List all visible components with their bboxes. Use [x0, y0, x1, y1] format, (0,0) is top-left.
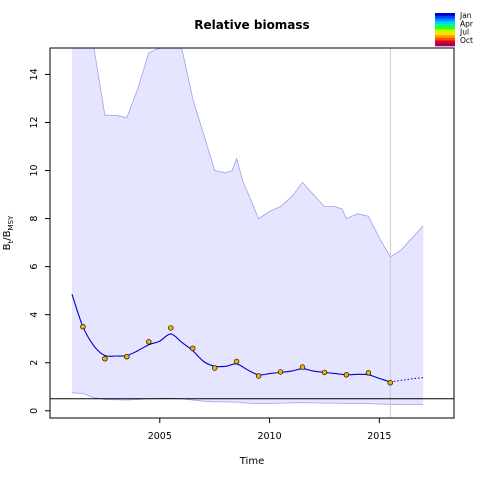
y-tick-label: 2: [29, 360, 40, 366]
y-tick-label: 4: [29, 312, 40, 318]
confidence-band-layer: [71, 47, 424, 405]
y-axis: 0 2 4 6 8 10 12 14: [29, 68, 50, 414]
y-tick-label: 10: [29, 164, 40, 176]
vertical-line-layer: [50, 48, 454, 418]
observation-point: [124, 354, 130, 360]
legend-color-swatch: [435, 35, 455, 39]
legend-color-swatch: [435, 13, 455, 17]
legend-month-label: Jul: [459, 28, 469, 37]
legend-color-swatch: [435, 43, 455, 47]
observation-point: [168, 325, 174, 331]
legend-month-label: Apr: [460, 19, 474, 28]
x-axis-label: Time: [239, 456, 264, 467]
legend-color-swatch: [435, 29, 455, 33]
confidence-band-lower-edge: [71, 392, 424, 405]
observation-points-layer: [80, 324, 393, 386]
legend-color-swatch: [435, 32, 455, 36]
x-tick-label: 2015: [367, 431, 391, 442]
y-tick-label: 14: [29, 68, 40, 80]
observation-point: [80, 324, 86, 330]
y-label-sub-t: t: [7, 240, 15, 243]
x-axis: 2005 2010 2015: [148, 418, 391, 442]
observation-point: [146, 339, 152, 345]
observation-point: [277, 369, 284, 375]
y-axis-label: Bt/BMSY: [2, 215, 15, 250]
legend-month-label: Jan: [459, 11, 472, 20]
legend-color-swatch: [435, 18, 455, 22]
y-label-mid: /B: [2, 230, 13, 240]
chart-title: Relative biomass: [194, 18, 309, 32]
legend-color-swatch: [435, 24, 455, 28]
legend-color-swatch: [435, 37, 455, 41]
observation-point: [212, 365, 218, 371]
observation-point: [190, 345, 196, 351]
observation-point: [102, 356, 108, 362]
observation-point: [255, 373, 262, 379]
y-label-sub-msy: MSY: [7, 215, 15, 230]
observation-point: [299, 364, 306, 370]
legend-color-swatch: [435, 40, 455, 44]
observation-point: [233, 358, 240, 365]
legend-color-swatch: [435, 21, 455, 25]
y-tick-label: 0: [29, 408, 40, 414]
observation-point: [343, 372, 350, 378]
observation-point: [321, 369, 328, 376]
legend-color-swatch: [435, 15, 455, 19]
x-tick-label: 2010: [257, 431, 281, 442]
y-tick-label: 12: [29, 116, 40, 128]
plot-frame: [49, 47, 455, 419]
observation-point: [365, 370, 372, 376]
legend-month-label: Oct: [460, 36, 473, 45]
confidence-band-upper-edge: [72, 47, 424, 258]
observation-point: [387, 380, 393, 386]
y-tick-label: 6: [29, 264, 40, 270]
legend-color-swatch: [435, 26, 455, 30]
confidence-band-fill: [72, 48, 424, 405]
x-tick-label: 2005: [148, 431, 172, 442]
y-tick-label: 8: [29, 216, 40, 222]
y-label-base: B: [2, 243, 13, 250]
